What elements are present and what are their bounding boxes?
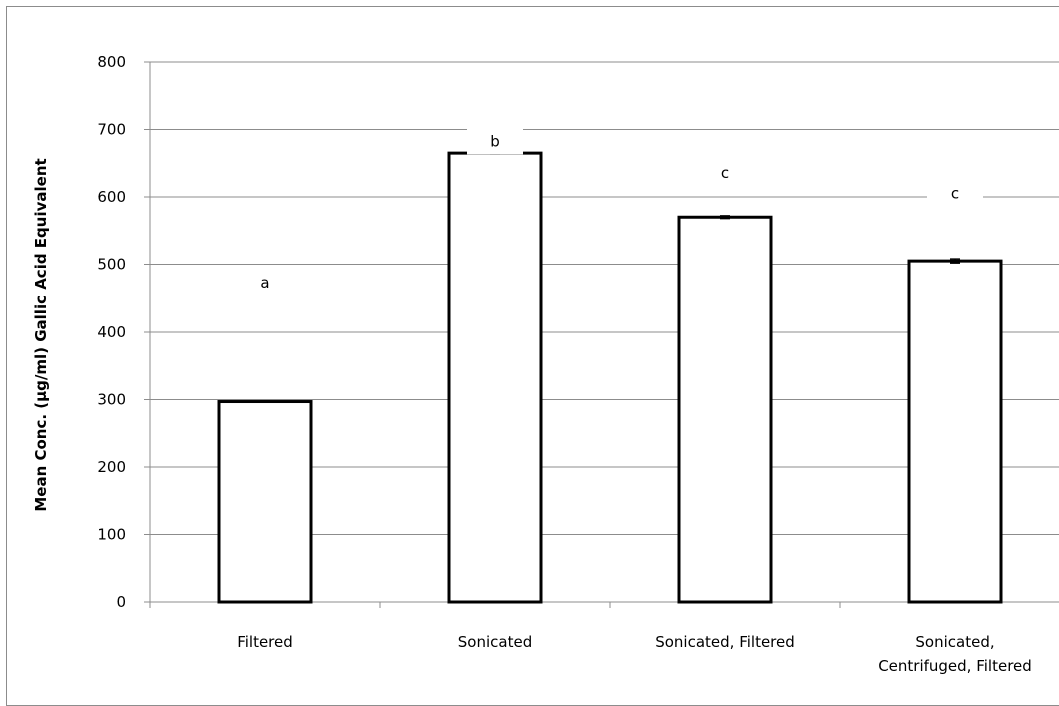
significance-label-bg xyxy=(467,128,523,155)
y-tick-label: 500 xyxy=(97,256,126,274)
y-tick-label: 600 xyxy=(97,188,126,206)
y-tick-label: 100 xyxy=(97,526,126,544)
x-tick-label: Sonicated xyxy=(458,633,532,651)
bars xyxy=(217,151,1003,604)
significance-label-bg xyxy=(237,270,293,297)
significance-label: b xyxy=(490,132,500,150)
bar xyxy=(677,215,773,604)
x-tick-label: Centrifuged, Filtered xyxy=(878,657,1032,675)
x-tick-label: Sonicated, Filtered xyxy=(655,633,795,651)
labels: 0 100 200 300 400 500 600 700 800 a Filtered b Sonic… xyxy=(97,53,1031,675)
y-axis-title: Mean Conc. (µg/ml) Gallic Acid Equivalen… xyxy=(32,158,50,511)
bar xyxy=(907,259,1003,604)
y-tick-label: 800 xyxy=(97,53,126,71)
significance-label-bg xyxy=(927,180,983,207)
significance-label: a xyxy=(260,274,269,292)
x-tick-label: Sonicated, xyxy=(915,633,994,651)
y-tick-label: 0 xyxy=(116,593,126,611)
y-tick-label: 700 xyxy=(97,121,126,139)
significance-label: c xyxy=(721,164,729,182)
y-tick-label: 300 xyxy=(97,391,126,409)
x-tick-label: Filtered xyxy=(237,633,293,651)
bar xyxy=(217,400,313,604)
y-tick-label: 200 xyxy=(97,458,126,476)
bar xyxy=(447,151,543,604)
significance-label: c xyxy=(951,184,959,202)
significance-label-bg xyxy=(697,160,753,187)
y-tick-label: 400 xyxy=(97,323,126,341)
